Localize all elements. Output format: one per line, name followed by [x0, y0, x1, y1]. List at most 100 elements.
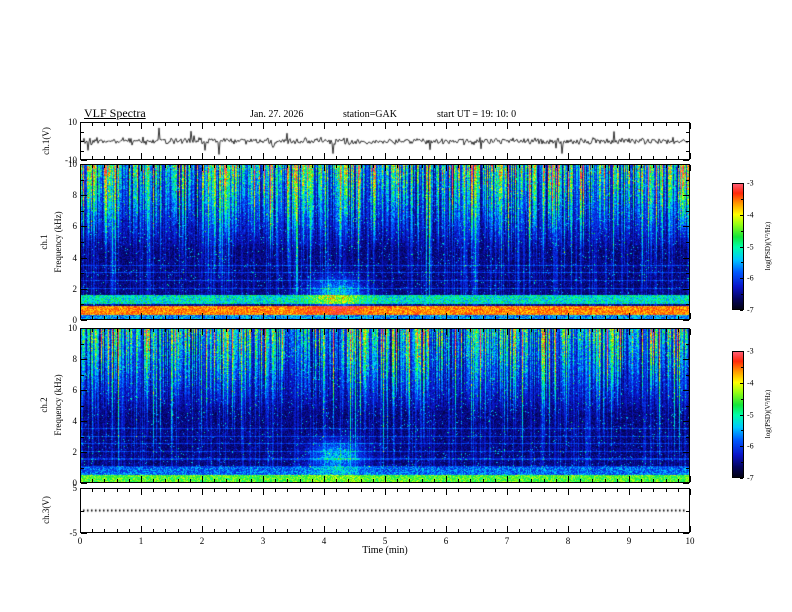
tick-mark: [348, 316, 349, 319]
tick-mark: [80, 313, 81, 319]
x-tick-label: 10: [685, 536, 695, 546]
tick-mark: [483, 489, 484, 492]
tick-mark: [190, 479, 191, 482]
tick-mark: [507, 489, 508, 495]
tick-mark: [568, 489, 569, 495]
tick-mark: [263, 526, 264, 532]
tick-mark: [287, 156, 288, 159]
tick-mark: [483, 156, 484, 159]
tick-mark: [741, 199, 743, 200]
tick-mark: [666, 529, 667, 532]
tick-mark: [495, 529, 496, 532]
x-tick-label: 3: [260, 536, 266, 546]
tick-mark: [275, 479, 276, 482]
tick-mark: [507, 329, 508, 335]
x-tick-label: 5: [382, 536, 388, 546]
tick-mark: [409, 123, 410, 126]
tick-mark: [686, 151, 689, 152]
tick-mark: [373, 123, 374, 126]
tick-mark: [361, 329, 362, 332]
tick-mark: [686, 468, 689, 469]
tick-mark: [214, 489, 215, 492]
tick-mark: [300, 156, 301, 159]
tick-mark: [226, 329, 227, 332]
tick-mark: [531, 123, 532, 126]
tick-mark: [190, 316, 191, 319]
tick-mark: [117, 489, 118, 492]
tick-mark: [190, 123, 191, 126]
tick-mark: [92, 123, 93, 126]
tick-mark: [397, 156, 398, 159]
tick-mark: [683, 328, 689, 329]
tick-mark: [568, 165, 569, 171]
tick-mark: [287, 316, 288, 319]
tick-mark: [653, 316, 654, 319]
tick-mark: [483, 529, 484, 532]
tick-mark: [373, 165, 374, 168]
tick-mark: [324, 476, 325, 482]
tick-mark: [519, 489, 520, 492]
tick-mark: [556, 316, 557, 319]
tick-mark: [531, 529, 532, 532]
tick-mark: [104, 329, 105, 332]
tick-mark: [275, 329, 276, 332]
figure-title: VLF Spectra: [84, 106, 146, 120]
tick-mark: [324, 526, 325, 532]
colorbar-tick-label: -4: [747, 378, 754, 388]
tick-mark: [544, 123, 545, 126]
tick-mark: [153, 156, 154, 159]
tick-mark: [519, 479, 520, 482]
tick-mark: [683, 289, 689, 290]
tick-mark: [165, 329, 166, 332]
tick-mark: [666, 479, 667, 482]
tick-mark: [683, 320, 689, 321]
tick-mark: [568, 526, 569, 532]
tick-mark: [361, 156, 362, 159]
x-tick-label: 9: [626, 536, 632, 546]
tick-mark: [483, 479, 484, 482]
tick-mark: [617, 156, 618, 159]
tick-mark: [483, 165, 484, 168]
tick-mark: [605, 479, 606, 482]
tick-mark: [239, 316, 240, 319]
tick-mark: [653, 165, 654, 168]
tick-mark: [605, 156, 606, 159]
x-tick-label: 4: [321, 536, 327, 546]
tick-mark: [519, 165, 520, 168]
tick-mark: [312, 489, 313, 492]
tick-mark: [81, 132, 84, 133]
tick-mark: [141, 153, 142, 159]
tick-mark: [690, 476, 691, 482]
ch2-spectrogram-panel: [80, 328, 690, 483]
tick-mark: [458, 489, 459, 492]
tick-mark: [385, 123, 386, 129]
tick-mark: [397, 123, 398, 126]
tick-mark: [458, 156, 459, 159]
tick-mark: [519, 529, 520, 532]
tick-mark: [385, 476, 386, 482]
tick-mark: [153, 529, 154, 532]
tick-mark: [385, 165, 386, 171]
tick-mark: [519, 123, 520, 126]
tick-mark: [446, 313, 447, 319]
tick-mark: [300, 479, 301, 482]
tick-mark: [178, 489, 179, 492]
tick-mark: [251, 329, 252, 332]
tick-mark: [251, 529, 252, 532]
tick-mark: [580, 316, 581, 319]
tick-mark: [202, 526, 203, 532]
tick-mark: [686, 242, 689, 243]
tick-mark: [683, 160, 689, 161]
tick-mark: [153, 123, 154, 126]
tick-mark: [251, 165, 252, 168]
tick-mark: [117, 529, 118, 532]
tick-mark: [226, 165, 227, 168]
tick-mark: [397, 165, 398, 168]
tick-mark: [507, 165, 508, 171]
ch2-spectrogram-canvas: [81, 329, 689, 482]
tick-mark: [275, 123, 276, 126]
tick-mark: [683, 483, 689, 484]
x-tick-label: 2: [199, 536, 205, 546]
tick-mark: [80, 329, 81, 335]
tick-mark: [568, 123, 569, 129]
